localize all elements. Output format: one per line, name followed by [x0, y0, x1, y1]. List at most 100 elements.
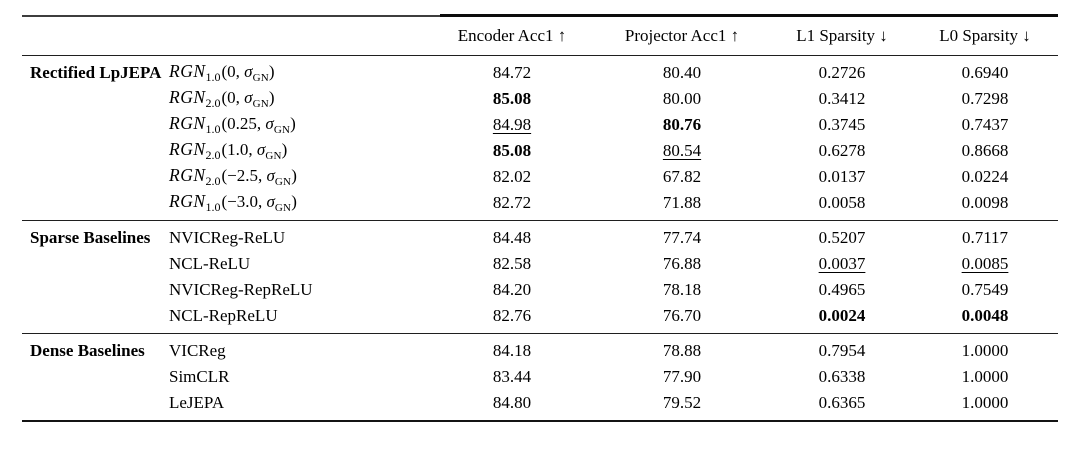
method-name: NVICReg-ReLU [167, 220, 432, 251]
table-row: RGN2.0(1.0, σGN) 85.08 80.54 0.6278 0.8668 [22, 138, 1058, 164]
method-part: NVICReg-RepReLU [169, 280, 313, 299]
cell-value: 77.74 [592, 220, 772, 251]
cell-value: 0.5207 [772, 220, 912, 251]
cell-value: 0.0024 [818, 306, 866, 325]
method-part: GN [252, 98, 269, 110]
table-row: NVICReg-RepReLU 84.20 78.18 0.4965 0.7549 [22, 277, 1058, 303]
method-part: GN [252, 72, 269, 84]
method-part: RGN [169, 113, 206, 133]
cell-value: 0.6940 [961, 63, 1009, 82]
method-name: LeJEPA [167, 390, 432, 421]
group-label [22, 138, 167, 164]
cell-value: 0.6338 [818, 367, 866, 386]
cell-value: 0.0098 [961, 193, 1009, 212]
method-part: 1.0 [205, 200, 221, 214]
cell-value: 76.70 [662, 306, 702, 325]
method-part: RGN [169, 165, 206, 185]
group-label [22, 303, 167, 334]
method-part: ) [268, 62, 275, 81]
cell-value: 0.6278 [818, 141, 866, 160]
cell-value: 82.72 [492, 193, 532, 212]
group-label [22, 86, 167, 112]
table-row: NCL-RepReLU 82.76 76.70 0.0024 0.0048 [22, 303, 1058, 334]
table-row: SimCLR 83.44 77.90 0.6338 1.0000 [22, 364, 1058, 390]
cell-value: 0.3745 [818, 115, 866, 134]
cell-value: 71.88 [662, 193, 702, 212]
method-part: (1.0, [221, 140, 257, 159]
method-part: RGN [169, 61, 206, 81]
cell-value: 84.80 [492, 393, 532, 412]
method-part: LeJEPA [169, 393, 225, 412]
table-group: Dense Baselines VICReg 84.18 78.88 0.7954 1.0… [22, 333, 1058, 422]
method-part: ) [291, 192, 297, 211]
method-name: RGN1.0(0.25, σGN) [167, 112, 432, 138]
group-label [22, 364, 167, 390]
cell-value: 67.82 [662, 167, 702, 186]
group-label [22, 190, 167, 221]
cell-value: 1.0000 [912, 333, 1058, 364]
method-part: ) [281, 140, 288, 159]
cell-value: 0.7117 [912, 220, 1058, 251]
cell-value: 0.3412 [818, 89, 866, 108]
table-group: Sparse Baselines NVICReg-ReLU 84.48 77.74 0.… [22, 220, 1058, 334]
method-part: (0.25, [221, 114, 266, 133]
cell-value: 77.90 [662, 367, 702, 386]
column-header-l1-sparsity: L1 Sparsity ↓ [772, 17, 912, 56]
cell-value: 0.0048 [961, 306, 1009, 325]
cell-value: 82.76 [492, 306, 532, 325]
cell-value: 80.76 [662, 115, 702, 134]
header-row: Encoder Acc1 ↑ Projector Acc1 ↑ L1 Spars… [22, 17, 1058, 56]
cell-value: 0.0085 [961, 254, 1009, 273]
cell-value: 0.8668 [961, 141, 1009, 160]
cell-value: 1.0000 [961, 367, 1009, 386]
cell-value: 0.2726 [818, 63, 866, 82]
cell-value: 0.0037 [818, 254, 866, 273]
cell-value: 78.18 [662, 280, 702, 299]
method-name: NCL-RepReLU [167, 303, 432, 334]
method-part: 2.0 [205, 148, 221, 162]
method-part: NVICReg-ReLU [169, 228, 286, 247]
cell-value: 84.48 [432, 220, 592, 251]
table-row: RGN1.0(−3.0, σGN) 82.72 71.88 0.0058 0.0098 [22, 190, 1058, 221]
method-part: VICReg [169, 341, 226, 360]
table-row: RGN2.0(0, σGN) 85.08 80.00 0.3412 0.7298 [22, 86, 1058, 112]
method-part: (0, [221, 62, 245, 81]
cell-value: 84.72 [492, 63, 532, 82]
group-label: Rectified LpJEPA [30, 63, 162, 82]
method-name: RGN2.0(1.0, σGN) [167, 138, 432, 164]
cell-value: 0.7954 [772, 333, 912, 364]
table-row: RGN2.0(−2.5, σGN) 82.02 67.82 0.0137 0.0224 [22, 164, 1058, 190]
group-label: Sparse Baselines [22, 220, 167, 251]
cell-value: 85.08 [492, 89, 532, 108]
column-header-projector-acc1: Projector Acc1 ↑ [592, 17, 772, 56]
cell-value: 83.44 [492, 367, 532, 386]
method-part: 1.0 [205, 70, 221, 84]
cell-value: 76.88 [662, 254, 702, 273]
cell-value: 80.54 [662, 141, 702, 160]
cell-value: 0.7549 [961, 280, 1009, 299]
method-name: RGN1.0(−3.0, σGN) [167, 190, 432, 221]
cell-value: 0.0137 [818, 167, 866, 186]
cell-value: 0.4965 [818, 280, 866, 299]
cell-value: 80.40 [662, 63, 702, 82]
method-name: VICReg [167, 333, 432, 364]
cell-value: 0.0224 [961, 167, 1009, 186]
column-header-blank-method [167, 17, 432, 56]
method-part: RGN [169, 139, 206, 159]
column-header-blank-group [22, 17, 167, 56]
cell-value: 78.88 [592, 333, 772, 364]
method-part: RGN [169, 191, 206, 211]
method-part: σ [256, 140, 266, 159]
cell-value: 0.6365 [818, 393, 866, 412]
table-top-rule-segment [440, 14, 1058, 17]
cell-value: 82.02 [492, 167, 532, 186]
cell-value: 1.0000 [961, 393, 1009, 412]
table-row: Rectified LpJEPA RGN1.0(0, σGN) 84.72 80.40… [22, 56, 1058, 87]
method-part: σ [265, 114, 274, 133]
method-name: NVICReg-RepReLU [167, 277, 432, 303]
column-header-encoder-acc1: Encoder Acc1 ↑ [432, 17, 592, 56]
method-part: SimCLR [169, 367, 230, 386]
group-label [22, 112, 167, 138]
method-part: RGN [169, 87, 206, 107]
